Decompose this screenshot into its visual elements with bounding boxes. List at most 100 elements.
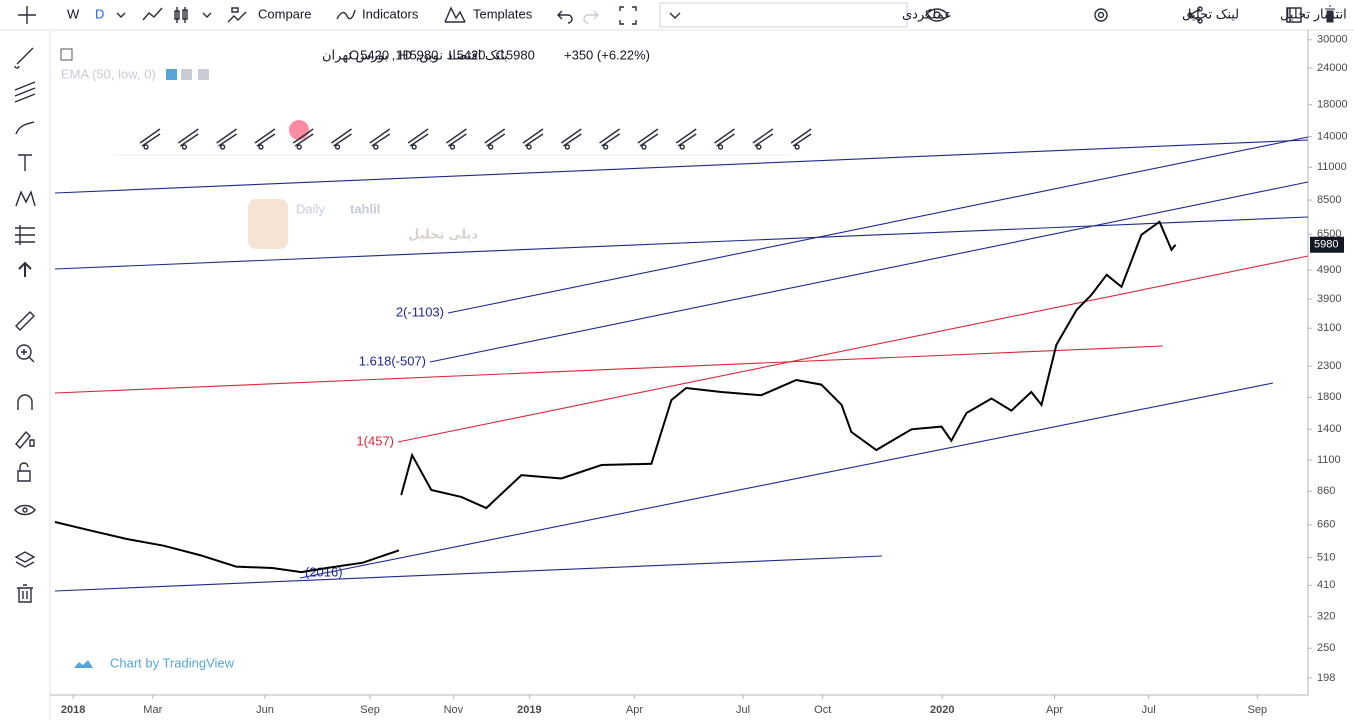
indicator-label: EMA (50, low, 0) (61, 66, 156, 81)
drawing-tool-icon[interactable] (637, 128, 659, 150)
fib-line[interactable] (447, 136, 1309, 314)
y-tick-label: 860 (1317, 485, 1335, 497)
undo[interactable] (557, 10, 573, 24)
trash-icon[interactable] (1325, 5, 1335, 23)
drawing-tool-icon[interactable] (790, 128, 812, 150)
publish-icon[interactable] (1286, 7, 1302, 23)
drawing-tool-icon[interactable] (292, 128, 314, 150)
x-tick-label: Nov (444, 704, 464, 716)
change-label: +350 (+6.22%) (564, 47, 650, 62)
templates-button[interactable]: Templates (473, 6, 533, 21)
candle-icon[interactable] (174, 7, 188, 23)
footer-credit[interactable]: Chart by TradingView (110, 655, 235, 670)
compare-button[interactable]: Compare (258, 6, 311, 21)
drawing-tool-icon[interactable] (675, 128, 697, 150)
x-tick-label: Oct (814, 704, 831, 716)
layout-select[interactable] (659, 2, 908, 28)
chevron[interactable] (116, 12, 126, 18)
trend-tool[interactable] (14, 47, 34, 69)
remove-tool[interactable] (17, 584, 33, 603)
drawing-tool-icon[interactable] (177, 128, 199, 150)
collapse-legend[interactable] (60, 48, 73, 61)
drawing-tool-icon[interactable] (522, 128, 544, 150)
drawing-tool-icon[interactable] (752, 128, 774, 150)
drawing-tool-icon[interactable] (331, 128, 352, 150)
indicator-remove[interactable] (198, 69, 209, 80)
ohlc-value: 5980 (409, 47, 438, 62)
ohlc-key: O (349, 47, 359, 62)
watermark-latin-b: tahlil (350, 201, 380, 216)
trend-line[interactable] (54, 345, 1164, 394)
y-tick-label: 8500 (1317, 194, 1341, 206)
eye-icon[interactable] (925, 8, 949, 22)
ohlc-key: H (399, 47, 408, 62)
fib-line[interactable] (397, 255, 1309, 443)
y-tick-label: 14000 (1317, 131, 1348, 143)
y-tick-label: 320 (1317, 611, 1335, 623)
indicator-eye[interactable] (166, 69, 177, 80)
y-tick-label: 1800 (1317, 391, 1341, 403)
drawing-tool-icon[interactable] (369, 128, 391, 150)
share-icon[interactable] (1187, 6, 1203, 24)
watermark-persian: دیلی تحلیل (408, 226, 478, 241)
settings-icon[interactable] (1094, 8, 1108, 22)
arrow-tool[interactable] (18, 261, 32, 277)
compare-icon[interactable] (227, 7, 247, 23)
x-tick-label: Apr (626, 704, 643, 716)
zoom-tool[interactable] (16, 344, 32, 360)
drawing-tool-icon[interactable] (407, 128, 429, 150)
fib-label: 2(-1103) (396, 304, 444, 319)
y-tick-label: 11000 (1317, 161, 1347, 173)
drawing-tool-icon[interactable] (254, 128, 276, 150)
ohlc-value: 5420 (457, 47, 486, 62)
ohlc-key: L (448, 47, 455, 62)
indicators-icon[interactable] (336, 9, 356, 20)
drawing-tool-icon[interactable] (714, 128, 735, 150)
y-tick-label: 2300 (1317, 360, 1341, 372)
lock-tool[interactable] (17, 462, 31, 482)
link-button[interactable]: لینک تحلیل (1182, 6, 1239, 21)
templates-icon[interactable] (444, 6, 466, 23)
indicator-settings[interactable] (181, 69, 192, 80)
trend-line[interactable] (54, 139, 1309, 194)
drawing-tool-icon[interactable] (560, 128, 582, 150)
watermark-logo (248, 199, 288, 249)
chevron[interactable] (202, 12, 212, 18)
ruler-tool[interactable] (15, 311, 35, 331)
drawing-tool-icon[interactable] (484, 128, 506, 150)
prediction-tool[interactable] (15, 225, 35, 245)
trend-line[interactable] (54, 216, 1309, 270)
fib-tool[interactable] (14, 81, 36, 103)
pattern-tool[interactable] (15, 190, 36, 207)
trend-line[interactable] (54, 555, 883, 592)
drawing-tool-icon[interactable] (599, 128, 621, 150)
fullscreen[interactable] (619, 6, 637, 25)
interval-w[interactable]: W (67, 6, 80, 21)
y-tick-label: 510 (1317, 552, 1335, 564)
visibility-tool[interactable] (14, 504, 36, 516)
indicators-button[interactable]: Indicators (362, 6, 419, 21)
fib-line[interactable] (299, 382, 1274, 579)
x-tick-label: Jul (1142, 704, 1156, 716)
fib-line[interactable] (429, 181, 1309, 363)
x-tick-label: Apr (1046, 704, 1063, 716)
x-tick-label: Jun (256, 704, 274, 716)
text-tool[interactable] (18, 154, 32, 171)
drawing-tool-icon[interactable] (445, 128, 467, 150)
drawing-tool-icon[interactable] (139, 128, 161, 150)
layers-tool[interactable] (14, 551, 36, 568)
magnet-tool[interactable] (17, 394, 33, 410)
redo[interactable] (583, 10, 599, 24)
interval-d[interactable]: D (95, 6, 104, 21)
line-style-icon[interactable] (142, 7, 163, 21)
x-tick-label: Sep (360, 704, 380, 716)
brush-tool[interactable] (15, 121, 35, 135)
lock-draw-tool[interactable] (15, 430, 35, 450)
price-line (54, 220, 1177, 574)
fib-label: (2016) (305, 564, 343, 579)
crosshair-icon[interactable] (18, 6, 36, 24)
drawing-tool-icon[interactable] (216, 128, 238, 150)
drawing-toolbar (115, 120, 812, 156)
chevron (669, 12, 681, 19)
